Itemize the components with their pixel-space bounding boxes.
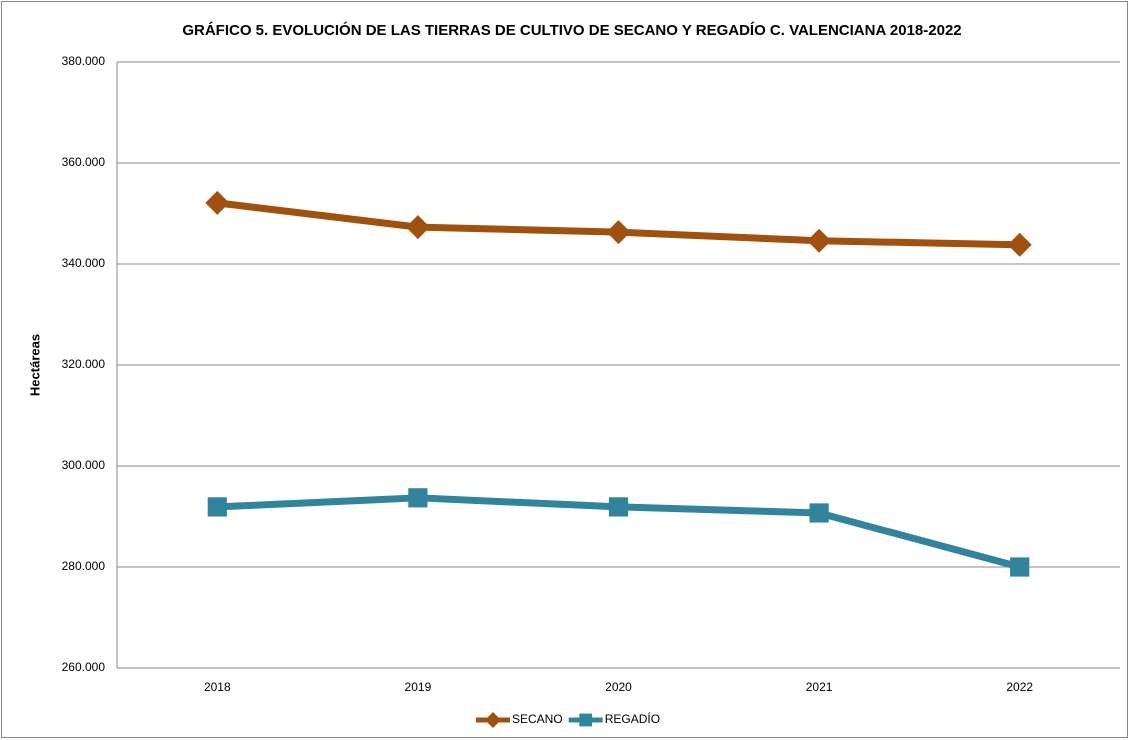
y-tick-label: 260.000 [62,660,106,674]
x-tick-label: 2018 [204,680,231,694]
y-axis-title: Hectáreas [27,334,42,396]
y-tick-label: 340.000 [62,256,106,270]
legend-marker [485,712,501,728]
point-marker [1007,232,1032,257]
point-marker [207,497,227,517]
x-tick-label: 2022 [1006,680,1033,694]
point-marker [807,228,832,253]
x-tick-label: 2019 [405,680,432,694]
legend-label: REGADÍO [605,711,660,726]
point-marker [205,190,230,215]
point-marker [809,503,829,523]
y-tick-label: 380.000 [62,54,106,68]
point-marker [606,220,631,245]
y-tick-label: 320.000 [62,357,106,371]
point-marker [608,497,629,517]
y-tick-label: 360.000 [62,155,106,169]
y-tick-label: 280.000 [62,559,106,573]
point-marker [1010,557,1030,577]
y-tick-label: 300.000 [62,458,106,472]
legend-marker [579,713,593,727]
point-marker [405,215,430,240]
chart-title: GRÁFICO 5. EVOLUCIÓN DE LAS TIERRAS DE C… [182,21,961,39]
x-tick-label: 2020 [605,680,632,694]
legend-label: SECANO [512,712,563,726]
point-marker [408,488,428,508]
x-tick-label: 2021 [806,680,833,694]
